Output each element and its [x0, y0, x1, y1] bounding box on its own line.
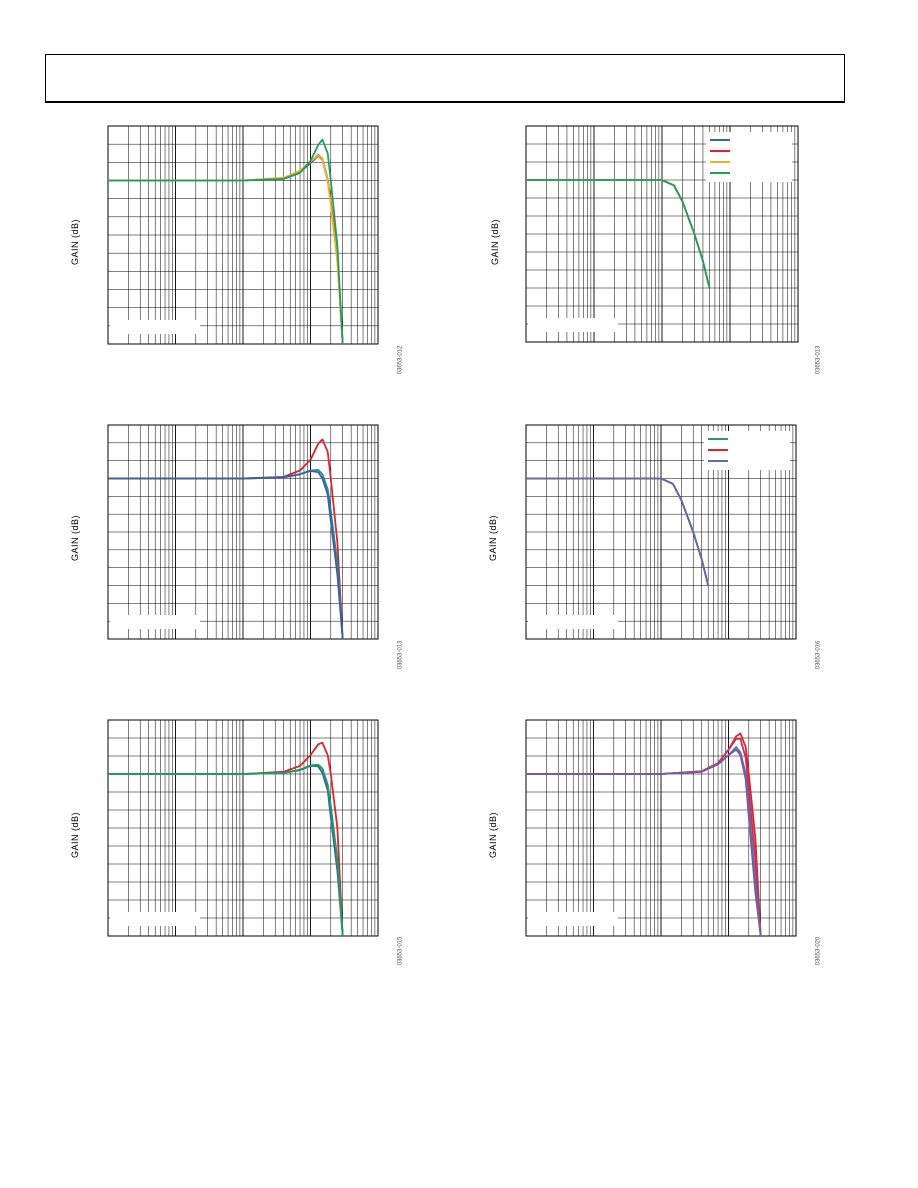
grid-lines	[525, 720, 796, 936]
grid-lines	[107, 425, 378, 639]
condition-label-box	[110, 320, 200, 334]
series-line-4	[526, 179, 711, 289]
y-axis-label: GAIN (dB)	[70, 218, 81, 266]
series-line-3	[108, 470, 344, 640]
grid-lines	[107, 720, 378, 936]
condition-label-box	[528, 912, 618, 926]
y-axis-label: GAIN (dB)	[488, 514, 499, 562]
condition-label-box	[110, 615, 200, 629]
condition-label-box	[528, 615, 618, 629]
chart-5	[107, 719, 379, 937]
chart-1	[107, 125, 379, 345]
series-line-3	[526, 477, 710, 586]
figure-id: 03653-015	[397, 936, 404, 966]
y-axis-label: GAIN (dB)	[490, 218, 501, 266]
condition-label-box	[528, 318, 618, 332]
figure-id: 03653-016	[815, 640, 822, 670]
grid-lines	[107, 126, 378, 344]
series-line-4	[526, 748, 762, 937]
chart-4	[525, 424, 797, 640]
figure-id: 03653-013	[815, 345, 822, 375]
legend	[706, 132, 792, 182]
series-line-4	[108, 763, 344, 937]
legend	[704, 431, 790, 470]
chart-3	[107, 424, 379, 640]
chart-6	[525, 719, 797, 937]
figure-id: 03653-012	[397, 345, 404, 375]
chart-2	[525, 125, 799, 343]
y-axis-label: GAIN (dB)	[488, 811, 499, 859]
y-axis-label: GAIN (dB)	[70, 514, 81, 562]
y-axis-label: GAIN (dB)	[70, 811, 81, 859]
figure-id: 03653-020	[815, 936, 822, 966]
series-line-4	[108, 138, 344, 345]
condition-label-box	[110, 912, 200, 926]
page-header-box	[45, 54, 845, 103]
figure-id: 03653-013	[397, 640, 404, 670]
